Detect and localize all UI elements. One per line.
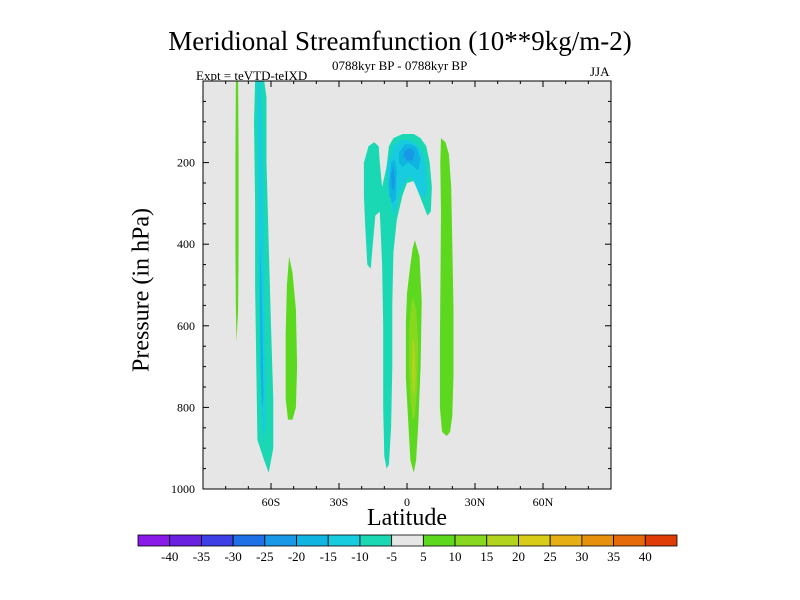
colorbar-swatch bbox=[264, 534, 297, 547]
colorbar-label: 10 bbox=[449, 549, 462, 564]
colorbar-swatch bbox=[327, 534, 361, 547]
y-tick-label: 1000 bbox=[171, 482, 195, 496]
y-tick-label: 400 bbox=[177, 237, 195, 251]
y-tick-label: 600 bbox=[177, 319, 195, 333]
contour-equatorial-positive-inner bbox=[411, 338, 416, 396]
colorbar-label: -20 bbox=[288, 549, 305, 564]
colorbar-swatch bbox=[549, 534, 583, 547]
contour-south-polar-negative-core bbox=[259, 244, 264, 408]
contour-south-midlat-positive bbox=[285, 256, 298, 420]
x-tick-label: 60S bbox=[262, 495, 281, 509]
colorbar-label: -25 bbox=[256, 549, 273, 564]
contour-tropical-negative-outer bbox=[363, 134, 432, 469]
colorbar-swatch bbox=[581, 534, 614, 547]
season-label: JJA bbox=[590, 64, 610, 79]
colorbar-label: 15 bbox=[480, 549, 493, 564]
colorbar-swatch bbox=[518, 534, 551, 547]
contour-tropical-negative-core-2 bbox=[403, 148, 415, 161]
x-tick-label: 0 bbox=[404, 495, 410, 509]
colorbar-swatch bbox=[296, 534, 329, 547]
colorbar-swatch bbox=[454, 534, 488, 547]
colorbar-label: -15 bbox=[320, 549, 337, 564]
colorbar-swatch bbox=[486, 534, 519, 547]
contour-tropical-negative-core-1 bbox=[391, 166, 395, 192]
colorbar-swatch bbox=[613, 534, 646, 547]
colorbar-label: -5 bbox=[386, 549, 397, 564]
time-range-label: 0788kyr BP - 0788kyr BP bbox=[332, 58, 468, 73]
colorbar-swatch bbox=[644, 534, 678, 547]
colorbar-label: 40 bbox=[639, 549, 652, 564]
colorbar-label: -30 bbox=[224, 549, 241, 564]
colorbar-label: 5 bbox=[420, 549, 427, 564]
x-axis-label: Latitude bbox=[367, 505, 447, 531]
colorbar-label: -40 bbox=[161, 549, 178, 564]
colorbar-label: -10 bbox=[351, 549, 368, 564]
colorbar-swatch bbox=[169, 534, 202, 547]
contour-south-polar-negative-inner bbox=[257, 81, 266, 440]
x-tick-label: 30S bbox=[330, 495, 349, 509]
colorbar-label: 35 bbox=[607, 549, 620, 564]
contour-north-tropical-positive bbox=[439, 138, 454, 436]
x-tick-label: 60N bbox=[533, 495, 554, 509]
colorbar-swatch bbox=[391, 534, 424, 547]
colorbar-swatch bbox=[201, 534, 234, 547]
y-tick-label: 200 bbox=[177, 156, 195, 170]
colorbar-label: 20 bbox=[512, 549, 525, 564]
chart-title: Meridional Streamfunction (10**9kg/m-2) bbox=[168, 26, 632, 56]
contour-south-high-lat-positive-strip bbox=[235, 81, 239, 343]
colorbar-swatch bbox=[359, 534, 393, 547]
colorbar-swatch bbox=[422, 534, 456, 547]
y-tick-label: 800 bbox=[177, 400, 195, 414]
colorbar-swatch bbox=[232, 534, 266, 547]
x-tick-label: 30N bbox=[465, 495, 486, 509]
colorbar-swatch bbox=[137, 534, 171, 547]
colorbar-label: 30 bbox=[575, 549, 588, 564]
colorbar-label: -35 bbox=[193, 549, 210, 564]
experiment-label: Expt = teVTD-teIXD bbox=[196, 68, 308, 83]
colorbar-label: 25 bbox=[544, 549, 557, 564]
